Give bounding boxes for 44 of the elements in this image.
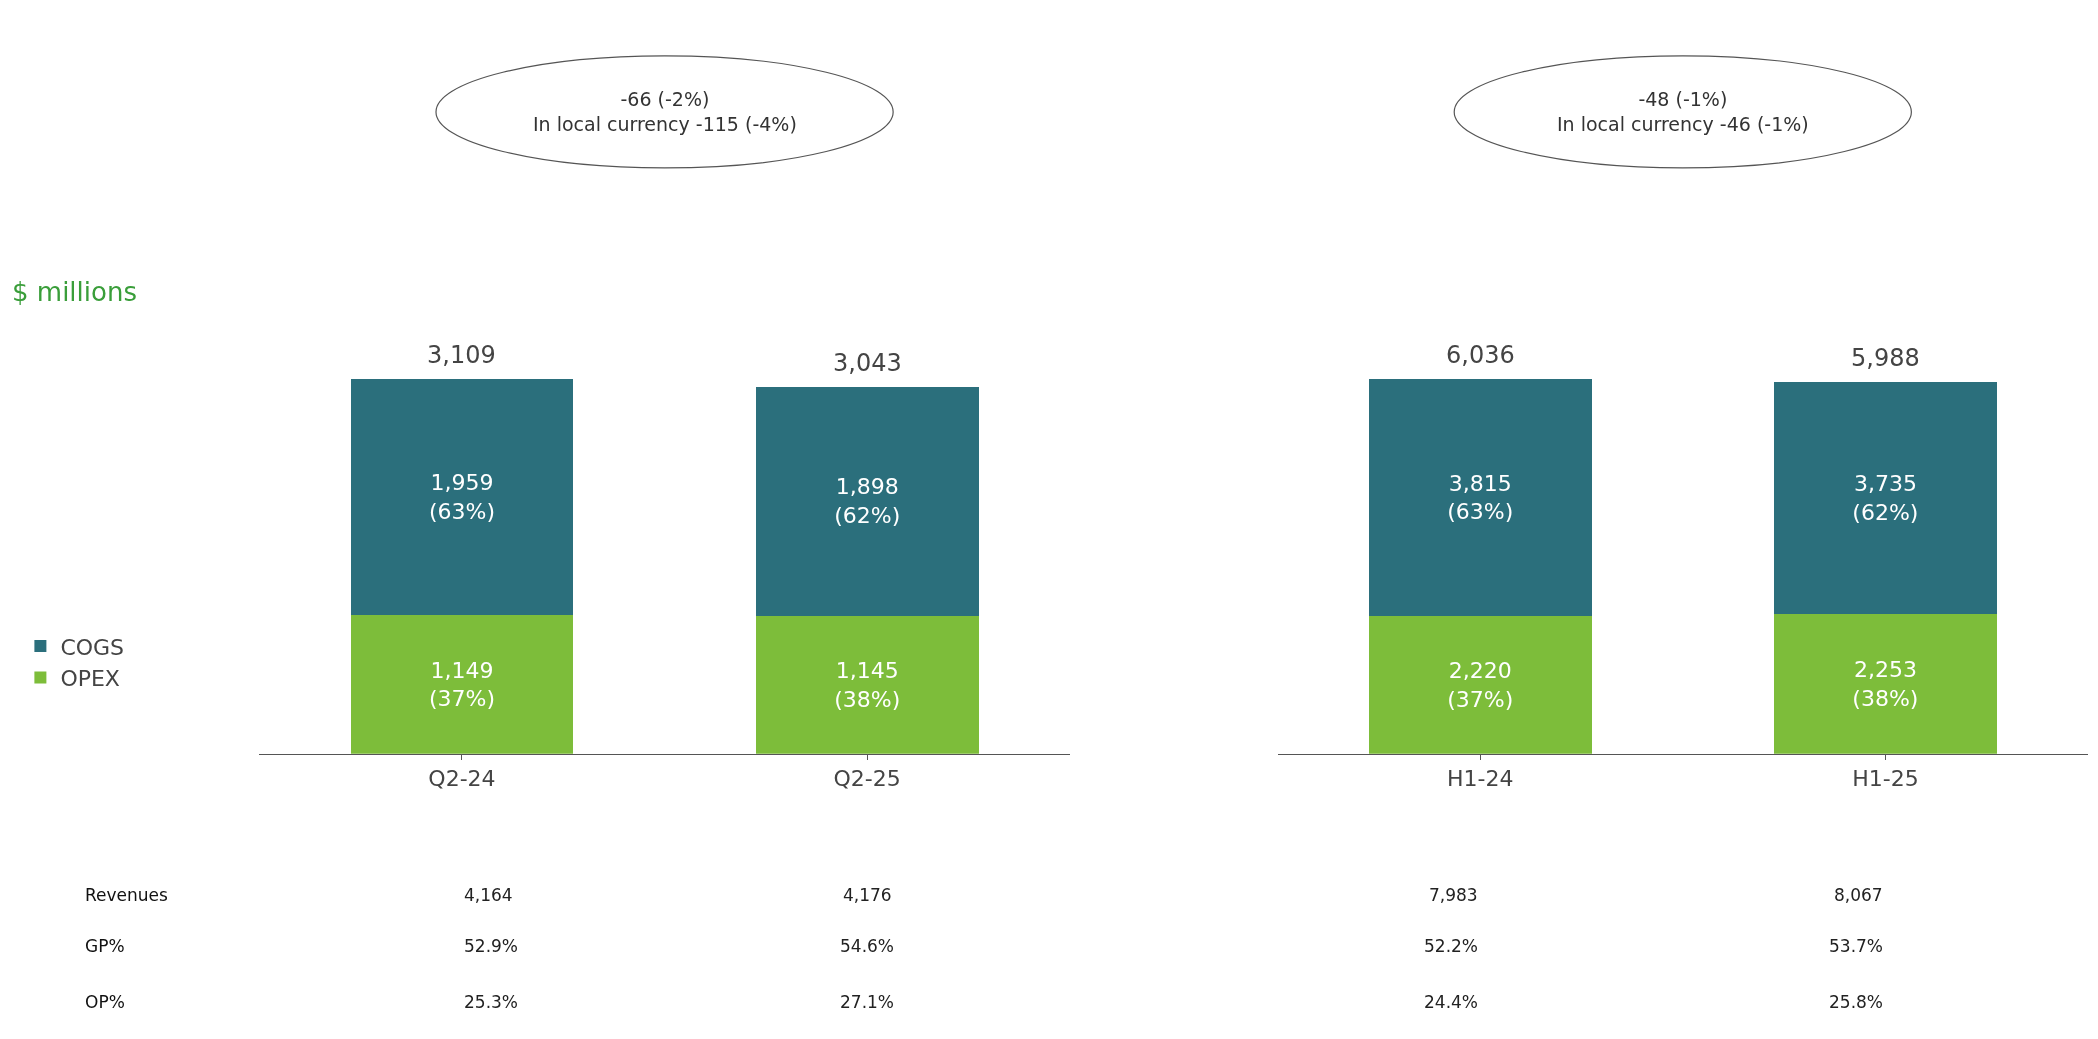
data-label: 1,145 (38%) <box>834 658 901 712</box>
legend-label: COGS <box>60 634 125 660</box>
text: 4,176 <box>843 885 892 905</box>
text: OP% <box>85 992 125 1012</box>
text: Revenues <box>85 885 169 905</box>
bar <box>350 615 574 754</box>
data-label: 1,149 (37%) <box>428 657 495 712</box>
text: 24.4% <box>1424 992 1479 1012</box>
total-label: 6,036 <box>1446 341 1515 369</box>
legend-label: OPEX <box>60 666 120 692</box>
bar <box>1368 615 1592 754</box>
data-label: 1,959 (63%) <box>428 470 495 524</box>
x-tick-label: Q2-25 <box>833 766 901 792</box>
bar <box>350 378 574 616</box>
total-label: 3,109 <box>427 341 496 369</box>
x-tick-label: H1-25 <box>1852 766 1919 792</box>
text: 54.6% <box>840 936 895 956</box>
bar <box>1773 381 1997 614</box>
bar <box>755 615 979 754</box>
data-label: 3,735 (62%) <box>1852 471 1919 525</box>
bar <box>1773 613 1997 754</box>
text: 27.1% <box>840 992 895 1012</box>
text: -48 (-1%) In local currency -46 (-1%) <box>1557 88 1809 135</box>
text: 25.3% <box>464 992 519 1012</box>
data-label: 2,220 (37%) <box>1447 658 1514 712</box>
data-label: 1,898 (62%) <box>834 474 901 529</box>
text: GP% <box>85 936 125 956</box>
text: 25.8% <box>1829 992 1884 1012</box>
x-tick-label: H1-24 <box>1446 766 1514 792</box>
bar <box>1368 378 1592 616</box>
total-label: 3,043 <box>833 349 902 377</box>
x-tick-label: Q2-24 <box>428 766 496 792</box>
text: 7,983 <box>1429 885 1478 905</box>
text: 8,067 <box>1834 885 1883 905</box>
total-label: 5,988 <box>1851 344 1920 372</box>
data-label: 2,253 (38%) <box>1852 657 1919 711</box>
bar <box>755 386 979 616</box>
text: 4,164 <box>464 885 513 905</box>
text: 52.9% <box>464 936 519 956</box>
y-axis-title: $ millions <box>12 277 137 307</box>
text: -66 (-2%) In local currency -115 (-4%) <box>533 88 797 135</box>
text: 53.7% <box>1829 936 1884 956</box>
text: 52.2% <box>1424 936 1479 956</box>
data-label: 3,815 (63%) <box>1447 470 1514 525</box>
